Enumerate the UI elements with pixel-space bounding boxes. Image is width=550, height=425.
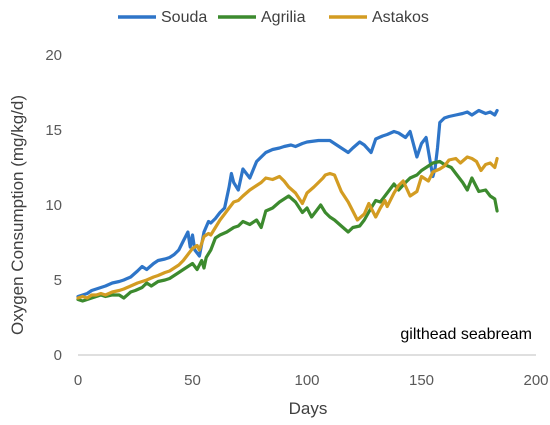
y-tick-label: 5 bbox=[54, 272, 62, 289]
y-tick-label: 15 bbox=[45, 122, 62, 139]
y-axis-title: Oxygen Consumption (mg/kg/d) bbox=[8, 95, 27, 335]
x-tick-label: 200 bbox=[523, 372, 548, 389]
legend: Souda Agrilia Astakos bbox=[118, 9, 429, 26]
legend-label-souda: Souda bbox=[161, 9, 207, 26]
series-line-agrilia bbox=[76, 159, 499, 303]
y-axis-ticks: 0 5 10 15 20 bbox=[45, 47, 62, 364]
series-line-astakos bbox=[76, 155, 499, 300]
series-lines bbox=[76, 108, 499, 303]
x-tick-label: 100 bbox=[294, 372, 319, 389]
legend-label-agrilia: Agrilia bbox=[261, 9, 306, 26]
x-axis-ticks: 0 50 100 150 200 bbox=[74, 372, 549, 389]
x-tick-label: 0 bbox=[74, 372, 82, 389]
series-line-souda bbox=[76, 108, 499, 299]
x-tick-label: 50 bbox=[184, 372, 201, 389]
legend-label-astakos: Astakos bbox=[372, 9, 429, 26]
y-tick-label: 0 bbox=[54, 347, 62, 364]
x-axis-title: Days bbox=[289, 399, 328, 418]
y-tick-label: 20 bbox=[45, 47, 62, 64]
y-tick-label: 10 bbox=[45, 197, 62, 214]
chart-annotation: gilthead seabream bbox=[400, 326, 532, 343]
x-tick-label: 150 bbox=[409, 372, 434, 389]
